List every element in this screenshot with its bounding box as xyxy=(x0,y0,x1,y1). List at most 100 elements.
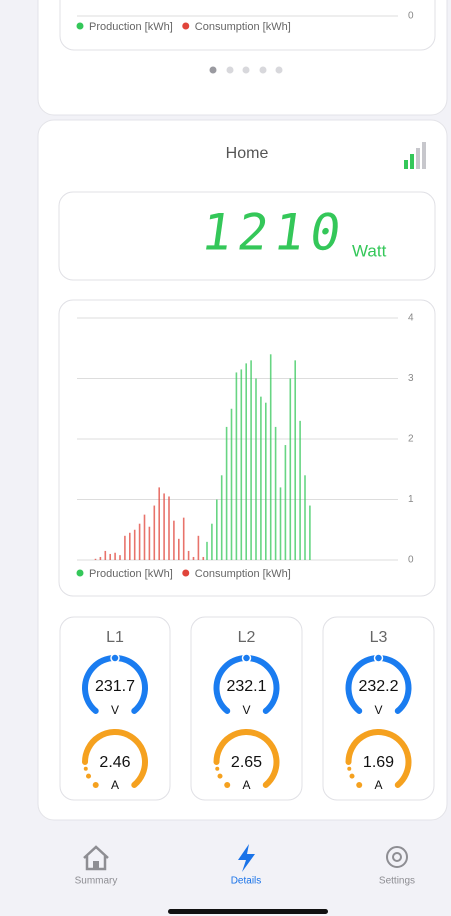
bar xyxy=(289,378,292,560)
bar xyxy=(197,535,200,560)
bar xyxy=(220,475,223,560)
current-value: 1.69 xyxy=(363,754,394,771)
gauge-knob xyxy=(110,653,120,663)
legend-dot xyxy=(76,569,84,577)
page-dot[interactable] xyxy=(242,66,250,74)
voltage-unit: V xyxy=(111,703,119,717)
legend-label: Production [kWh] xyxy=(89,568,173,580)
y-tick-label: 4 xyxy=(408,313,414,324)
tab-bar xyxy=(83,844,408,872)
bar xyxy=(138,523,141,560)
power-unit: Watt xyxy=(352,241,387,260)
tab-label[interactable]: Summary xyxy=(75,876,118,887)
current-gauge xyxy=(82,729,148,788)
bar xyxy=(279,487,282,560)
bar xyxy=(255,378,257,560)
legend-label: Production [kWh] xyxy=(89,21,173,33)
page-dot[interactable] xyxy=(226,66,234,74)
current-unit: A xyxy=(111,778,119,792)
voltage-value: 232.2 xyxy=(358,678,398,695)
current-unit: A xyxy=(242,778,250,792)
legend-dot xyxy=(76,22,84,30)
gauge-dot xyxy=(92,781,99,788)
y-tick-label: 3 xyxy=(408,373,414,384)
bar xyxy=(235,372,238,560)
bar xyxy=(304,475,306,560)
signal-icon xyxy=(404,142,426,169)
gauge-dot xyxy=(83,766,88,771)
bar xyxy=(245,363,247,560)
tab-label[interactable]: Details xyxy=(231,876,262,887)
bar xyxy=(178,538,180,560)
bar xyxy=(294,360,296,560)
bar xyxy=(168,496,170,560)
bar xyxy=(225,426,228,560)
bar xyxy=(192,556,195,560)
page-dot[interactable] xyxy=(275,66,283,74)
voltage-unit: V xyxy=(242,703,250,717)
home-indicator xyxy=(168,909,328,914)
gauge-dot xyxy=(349,773,355,779)
bar xyxy=(250,360,252,560)
display-card xyxy=(58,191,436,281)
phase-label: L3 xyxy=(370,629,388,646)
bar xyxy=(129,532,131,560)
bar xyxy=(274,426,277,560)
y-tick-label: 2 xyxy=(408,434,414,445)
y-tick-label: 0 xyxy=(408,11,414,22)
current-gauge xyxy=(213,729,280,788)
tab-label[interactable]: Settings xyxy=(379,876,415,887)
current-value: 2.65 xyxy=(231,754,262,771)
current-value: 2.46 xyxy=(99,754,130,771)
bar xyxy=(206,541,208,560)
gauge-dot xyxy=(347,766,352,771)
bar xyxy=(94,558,97,560)
bar xyxy=(133,529,136,560)
bar xyxy=(119,555,121,560)
settings-icon[interactable] xyxy=(386,846,408,868)
bar xyxy=(240,369,243,560)
bar xyxy=(260,396,262,560)
bar xyxy=(148,526,151,560)
page-dot[interactable] xyxy=(209,66,217,74)
bar xyxy=(153,505,156,560)
bar xyxy=(104,550,107,560)
phase-label: L1 xyxy=(106,629,124,646)
phase-label: L2 xyxy=(238,629,256,646)
bar xyxy=(143,514,146,560)
bar xyxy=(265,402,267,560)
bar xyxy=(211,523,213,560)
page-dots[interactable] xyxy=(209,66,283,74)
legend-label: Consumption [kWh] xyxy=(195,568,291,580)
current-gauge xyxy=(345,729,412,788)
legend-dot xyxy=(182,22,190,30)
bar xyxy=(158,487,160,560)
bar xyxy=(124,535,126,560)
voltage-unit: V xyxy=(374,703,382,717)
summary-icon[interactable] xyxy=(83,845,109,871)
bar xyxy=(230,408,233,560)
bar xyxy=(163,493,165,560)
page-dot[interactable] xyxy=(259,66,267,74)
bar xyxy=(309,505,311,560)
voltage-value: 231.7 xyxy=(95,678,135,695)
legend-dot xyxy=(182,569,190,577)
bar xyxy=(187,550,190,560)
power-value: 1210 xyxy=(198,203,351,262)
gauge-dot xyxy=(356,781,363,788)
bar xyxy=(182,517,185,560)
home-title: Home xyxy=(226,145,269,162)
gauge-dot xyxy=(224,781,231,788)
bar xyxy=(216,499,218,560)
bar xyxy=(269,354,272,560)
bar xyxy=(109,553,111,560)
current-unit: A xyxy=(374,778,382,792)
bar xyxy=(99,556,102,560)
gauge-dot xyxy=(86,773,92,779)
voltage-value: 232.1 xyxy=(226,678,266,695)
bar xyxy=(202,556,205,560)
gauge-knob xyxy=(373,653,384,663)
details-icon[interactable] xyxy=(238,844,255,872)
bar xyxy=(173,520,175,560)
